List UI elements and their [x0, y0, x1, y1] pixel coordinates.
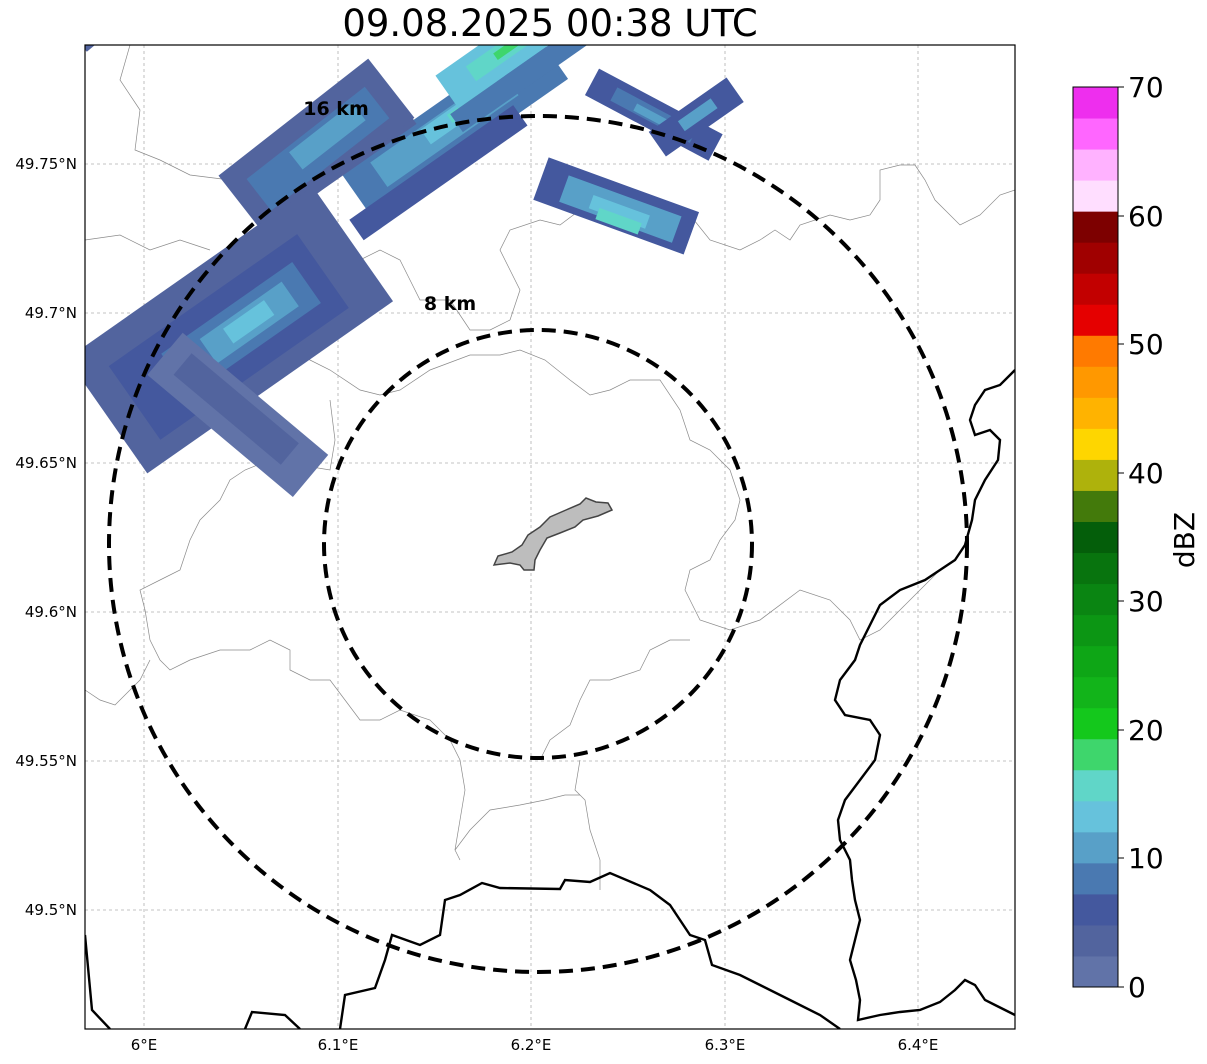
- colorbar-swatch: [1073, 180, 1118, 212]
- lon-tick-label: 6.4°E: [898, 1036, 939, 1054]
- lat-tick-label: 49.6°N: [25, 603, 77, 621]
- range-ring-label-16km: 16 km: [303, 98, 369, 120]
- colorbar-swatch: [1073, 645, 1118, 678]
- radar-echoes: [85, 45, 744, 498]
- colorbar-swatch: [1073, 242, 1118, 274]
- colorbar-tick-label: 30: [1128, 585, 1164, 618]
- range-ring-16km: [107, 114, 969, 974]
- colorbar-swatch: [1073, 118, 1118, 150]
- lat-tick-label: 49.7°N: [25, 304, 77, 322]
- colorbar-swatch: [1073, 149, 1118, 181]
- colorbar-swatch: [1073, 955, 1118, 988]
- map-title: 09.08.2025 00:38 UTC: [342, 2, 758, 45]
- colorbar-swatch: [1073, 769, 1118, 802]
- colorbar-tick-label: 40: [1128, 457, 1164, 490]
- colorbar-swatch: [1073, 87, 1118, 119]
- colorbar-tick-label: 60: [1128, 200, 1164, 233]
- colorbar-tick-label: 70: [1128, 71, 1164, 104]
- longitude-ticks: 6°E 6.1°E 6.2°E 6.3°E 6.4°E: [131, 1036, 939, 1054]
- lon-tick-label: 6.1°E: [318, 1036, 359, 1054]
- colorbar-frame: [1072, 86, 1119, 988]
- colorbar-swatch: [1073, 924, 1118, 957]
- colorbar-swatch: [1073, 521, 1118, 554]
- colorbar-swatch: [1073, 583, 1118, 616]
- lat-tick-label: 49.75°N: [15, 155, 77, 173]
- colorbar-swatch: [1073, 490, 1118, 522]
- colorbar: 70 60 50 40 30 20 10 0 dBZ: [1072, 71, 1201, 1004]
- city-polygon: [492, 497, 614, 571]
- colorbar-swatch: [1073, 862, 1118, 895]
- colorbar-swatch: [1073, 676, 1118, 709]
- colorbar-swatch: [1073, 428, 1118, 460]
- colorbar-swatch: [1073, 707, 1118, 740]
- colorbar-swatches: [1073, 87, 1118, 988]
- lon-tick-label: 6.2°E: [511, 1036, 552, 1054]
- lat-tick-label: 49.65°N: [15, 454, 77, 472]
- colorbar-swatch: [1073, 366, 1118, 398]
- colorbar-swatch: [1073, 211, 1118, 243]
- colorbar-swatch: [1073, 800, 1118, 833]
- colorbar-swatch: [1073, 304, 1118, 336]
- colorbar-swatch: [1073, 273, 1118, 305]
- colorbar-swatch: [1073, 552, 1118, 585]
- colorbar-tick-label: 10: [1128, 842, 1164, 875]
- colorbar-swatch: [1073, 459, 1118, 491]
- colorbar-ticks: [1118, 86, 1124, 988]
- latitude-ticks: 49.75°N 49.7°N 49.65°N 49.6°N 49.55°N 49…: [15, 155, 77, 919]
- colorbar-tick-label: 20: [1128, 714, 1164, 747]
- lat-tick-label: 49.55°N: [15, 752, 77, 770]
- range-rings: [107, 114, 969, 974]
- lon-tick-label: 6°E: [131, 1036, 158, 1054]
- map-frame: [84, 44, 1016, 1030]
- colorbar-label: dBZ: [1168, 512, 1201, 568]
- colorbar-swatch: [1073, 614, 1118, 647]
- range-ring-8km: [322, 328, 754, 760]
- national-borders: [85, 369, 1015, 1029]
- lat-tick-label: 49.5°N: [25, 901, 77, 919]
- gridlines: [85, 45, 1015, 1029]
- range-ring-label-8km: 8 km: [424, 293, 476, 315]
- colorbar-swatch: [1073, 738, 1118, 771]
- colorbar-tick-label: 0: [1128, 971, 1146, 1004]
- lon-tick-label: 6.3°E: [705, 1036, 746, 1054]
- colorbar-swatch: [1073, 893, 1118, 926]
- colorbar-swatch: [1073, 335, 1118, 367]
- colorbar-swatch: [1073, 397, 1118, 429]
- colorbar-tick-label: 50: [1128, 328, 1164, 361]
- colorbar-swatch: [1073, 831, 1118, 864]
